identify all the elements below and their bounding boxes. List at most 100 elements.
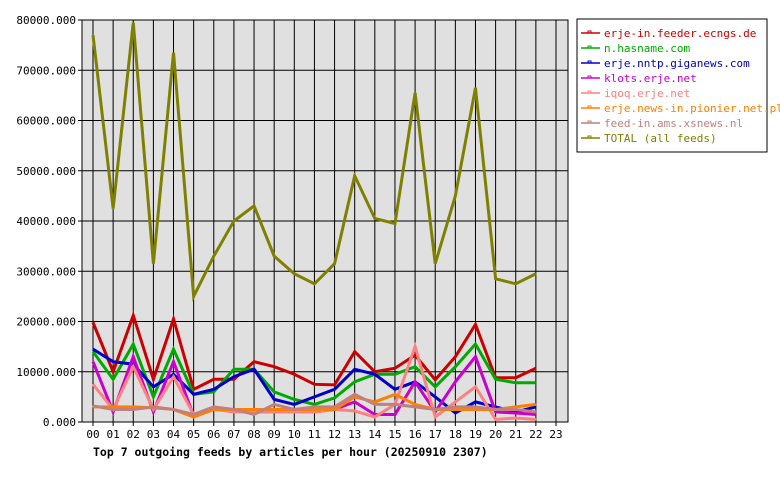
- data-point: [434, 416, 436, 418]
- x-tick-label: 02: [127, 428, 140, 441]
- data-point: [374, 217, 376, 219]
- data-point: [334, 263, 336, 265]
- legend-label: erje-in.feeder.ecngs.de: [604, 27, 756, 40]
- x-tick-label: 19: [469, 428, 482, 441]
- data-point: [112, 378, 114, 380]
- data-point: [535, 406, 537, 408]
- data-point: [454, 195, 456, 197]
- x-tick-label: 00: [86, 428, 99, 441]
- data-point: [394, 388, 396, 390]
- data-point: [313, 283, 315, 285]
- data-point: [354, 175, 356, 177]
- data-point: [213, 391, 215, 393]
- data-point: [414, 381, 416, 383]
- data-point: [233, 220, 235, 222]
- x-tick-label: 07: [227, 428, 240, 441]
- data-point: [495, 278, 497, 280]
- data-point: [515, 283, 517, 285]
- data-point: [273, 255, 275, 257]
- data-point: [454, 401, 456, 403]
- data-point: [374, 413, 376, 415]
- y-tick-label: 60000.000: [16, 115, 76, 128]
- data-point: [354, 401, 356, 403]
- x-axis-ticks: 00 01 02 03 04 05 06 07 08 09 10 11 12 13 14 15 16 17 18 19…: [86, 422, 563, 441]
- data-point: [394, 413, 396, 415]
- data-point: [92, 322, 94, 324]
- x-tick-label: 05: [187, 428, 200, 441]
- legend-label: n.hasname.com: [604, 42, 690, 55]
- data-point: [414, 354, 416, 356]
- data-point: [535, 403, 537, 405]
- data-point: [474, 401, 476, 403]
- data-point: [213, 255, 215, 257]
- data-point: [253, 368, 255, 370]
- data-point: [92, 405, 94, 407]
- data-point: [112, 371, 114, 373]
- x-tick-label: 20: [489, 428, 502, 441]
- y-axis-ticks: 0.000 10000.000 20000.000 30000.000 40000.00…: [16, 14, 82, 429]
- data-point: [273, 408, 275, 410]
- legend-marker: [587, 105, 592, 109]
- data-point: [394, 403, 396, 405]
- y-tick-label: 70000.000: [16, 64, 76, 77]
- data-point: [152, 378, 154, 380]
- data-point: [132, 22, 134, 24]
- data-point: [454, 381, 456, 383]
- y-tick-label: 40000.000: [16, 215, 76, 228]
- data-point: [253, 413, 255, 415]
- legend-label: iqoq.erje.net: [604, 87, 690, 100]
- x-tick-label: 12: [328, 428, 341, 441]
- x-tick-label: 06: [207, 428, 220, 441]
- data-point: [334, 406, 336, 408]
- y-tick-label: 80000.000: [16, 14, 76, 27]
- data-point: [434, 379, 436, 381]
- x-tick-label: 03: [147, 428, 160, 441]
- data-point: [495, 418, 497, 420]
- data-point: [293, 273, 295, 275]
- data-point: [535, 367, 537, 369]
- x-tick-label: 15: [388, 428, 401, 441]
- data-point: [253, 411, 255, 413]
- data-point: [414, 403, 416, 405]
- data-point: [233, 376, 235, 378]
- data-point: [273, 403, 275, 405]
- data-point: [152, 396, 154, 398]
- y-tick-label: 20000.000: [16, 316, 76, 329]
- legend-label: erje.nntp.giganews.com: [604, 57, 750, 70]
- data-point: [132, 343, 134, 345]
- data-point: [434, 386, 436, 388]
- data-point: [474, 406, 476, 408]
- data-point: [293, 408, 295, 410]
- data-point: [374, 371, 376, 373]
- data-point: [354, 351, 356, 353]
- data-point: [495, 408, 497, 410]
- data-point: [535, 413, 537, 415]
- data-point: [334, 388, 336, 390]
- data-point: [354, 393, 356, 395]
- x-tick-label: 13: [348, 428, 361, 441]
- legend-marker: [587, 45, 592, 49]
- legend-marker: [587, 30, 592, 34]
- legend-box: [576, 18, 768, 153]
- data-point: [173, 52, 175, 54]
- data-point: [535, 382, 537, 384]
- data-point: [313, 383, 315, 385]
- data-point: [173, 408, 175, 410]
- data-point: [334, 397, 336, 399]
- data-point: [535, 418, 537, 420]
- data-point: [495, 378, 497, 380]
- data-point: [92, 361, 94, 363]
- x-tick-label: 09: [268, 428, 281, 441]
- x-tick-label: 23: [549, 428, 562, 441]
- x-tick-label: 14: [368, 428, 382, 441]
- data-point: [454, 406, 456, 408]
- legend-label: TOTAL (all feeds): [604, 132, 717, 145]
- data-point: [495, 411, 497, 413]
- data-point: [152, 406, 154, 408]
- data-point: [233, 408, 235, 410]
- data-point: [434, 396, 436, 398]
- data-point: [414, 92, 416, 94]
- data-point: [515, 417, 517, 419]
- data-point: [132, 408, 134, 410]
- chart-title: Top 7 outgoing feeds by articles per hou…: [93, 445, 488, 459]
